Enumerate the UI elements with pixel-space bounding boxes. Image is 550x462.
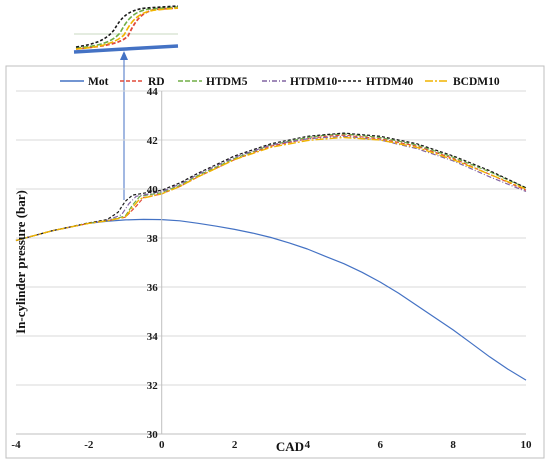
inset-arrowhead <box>120 51 128 60</box>
zoom-inset <box>73 2 179 200</box>
series-line-mot <box>15 218 527 381</box>
x-tick-label-5: 6 <box>378 439 384 451</box>
y-axis-title: In-cylinder pressure (bar) <box>13 190 28 334</box>
x-tick-label-3: 2 <box>232 439 238 451</box>
legend-label-bcdm10: BCDM10 <box>453 76 500 88</box>
inset-mot-line <box>73 44 179 54</box>
series-line-htdm40 <box>15 132 527 242</box>
legend-label-mot: Mot <box>88 76 109 88</box>
legend-label-htdm5: HTDM5 <box>206 76 248 88</box>
y-tick-label-6: 42 <box>147 135 159 147</box>
y-tick-label-0: 30 <box>147 429 159 441</box>
chart-frame <box>5 65 545 459</box>
legend-label-rd: RD <box>148 76 165 88</box>
series-line-htdm10 <box>15 135 527 242</box>
y-tick-label-3: 36 <box>147 282 159 294</box>
x-tick-label-0: -4 <box>11 439 21 451</box>
series-lines <box>15 132 527 381</box>
inset-htdm5-line <box>75 6 179 49</box>
y-tick-label-4: 38 <box>147 233 159 245</box>
x-tick-label-1: -2 <box>84 439 94 451</box>
inset-rd-line <box>75 7 179 50</box>
y-tick-label-2: 34 <box>147 331 159 343</box>
y-tick-label-1: 32 <box>147 380 159 392</box>
y-tick-label-5: 40 <box>147 184 159 196</box>
x-axis-title: CAD <box>276 439 304 454</box>
inset-htdm40-line <box>75 5 179 48</box>
legend-label-htdm10: HTDM10 <box>290 76 338 88</box>
series-line-bcdm10 <box>15 136 527 242</box>
x-tick-label-2: 0 <box>159 439 165 451</box>
legend: Mot RD HTDM5 HTDM10 HTDM40 BCDM10 <box>60 76 500 88</box>
y-tick-labels: 30 32 34 36 38 40 42 44 <box>147 86 159 441</box>
inset-bcdm10-line <box>75 7 179 50</box>
x-tick-labels: -4 -2 0 2 4 6 8 10 <box>11 439 532 451</box>
y-tick-label-7: 44 <box>147 86 159 98</box>
x-tick-label-4: 4 <box>305 439 311 451</box>
legend-label-htdm40: HTDM40 <box>366 76 414 88</box>
x-tick-label-6: 8 <box>450 439 456 451</box>
x-tick-label-7: 10 <box>521 439 533 451</box>
